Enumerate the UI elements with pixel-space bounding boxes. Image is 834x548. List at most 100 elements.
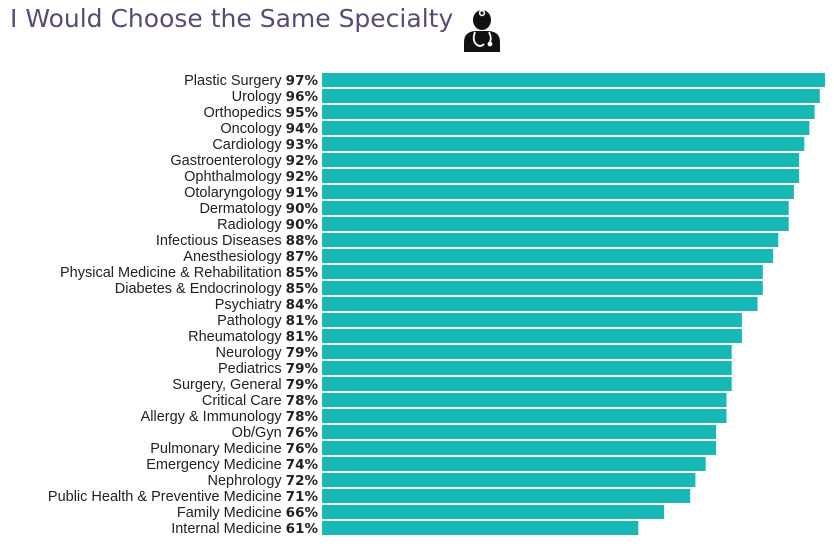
bar-16 <box>322 329 742 343</box>
category-label: Dermatology <box>199 201 285 217</box>
category-label: Nephrology <box>207 473 285 489</box>
category-label: Ophthalmology <box>184 169 286 185</box>
bar-26 <box>322 489 691 503</box>
category-label: Psychiatry <box>215 297 286 313</box>
value-label: 76% <box>286 441 319 457</box>
bar-label-26: Public Health & Preventive Medicine 71% <box>48 489 319 505</box>
category-label: Radiology <box>217 217 286 233</box>
category-label: Plastic Surgery <box>184 73 286 89</box>
bar-0 <box>322 73 825 87</box>
value-label: 79% <box>286 377 319 393</box>
category-label: Pediatrics <box>218 361 286 377</box>
bar-1 <box>322 89 820 103</box>
category-label: Rheumatology <box>188 329 286 345</box>
category-label: Internal Medicine <box>171 521 285 537</box>
bar-14 <box>322 297 758 311</box>
value-label: 91% <box>286 185 319 201</box>
bar-7 <box>322 185 794 199</box>
bar-label-18: Pediatrics 79% <box>218 361 318 377</box>
bar-label-27: Family Medicine 66% <box>177 505 319 521</box>
doctor-icon <box>464 9 500 52</box>
category-label: Surgery, General <box>172 377 285 393</box>
category-label: Otolaryngology <box>184 185 286 201</box>
chart-title: I Would Choose the Same Specialty <box>10 4 454 33</box>
category-label: Public Health & Preventive Medicine <box>48 489 286 505</box>
bar-22 <box>322 425 717 439</box>
category-label: Anesthesiology <box>183 249 285 265</box>
value-label: 76% <box>286 425 319 441</box>
bar-10 <box>322 233 779 247</box>
category-label: Pulmonary Medicine <box>150 441 285 457</box>
category-label: Diabetes & Endocrinology <box>115 281 286 297</box>
bar-label-3: Oncology 94% <box>220 121 318 137</box>
value-label: 92% <box>286 169 319 185</box>
value-label: 78% <box>286 393 319 409</box>
bar-2 <box>322 105 815 119</box>
value-label: 97% <box>286 73 319 89</box>
category-label: Emergency Medicine <box>146 457 285 473</box>
bar-label-22: Ob/Gyn 76% <box>232 425 319 441</box>
bar-label-20: Critical Care 78% <box>202 393 319 409</box>
category-label: Critical Care <box>202 393 286 409</box>
value-label: 85% <box>286 281 319 297</box>
bar-label-12: Physical Medicine & Rehabilitation 85% <box>60 265 318 281</box>
category-label: Cardiology <box>212 137 285 153</box>
category-label: Pathology <box>217 313 286 329</box>
bar-5 <box>322 153 800 167</box>
value-label: 96% <box>286 89 319 105</box>
category-label: Ob/Gyn <box>232 425 286 441</box>
bar-label-2: Orthopedics 95% <box>203 105 318 121</box>
category-label: Neurology <box>216 345 286 361</box>
bar-label-13: Diabetes & Endocrinology 85% <box>115 281 319 297</box>
value-label: 79% <box>286 361 319 377</box>
bar-label-0: Plastic Surgery 97% <box>184 73 318 89</box>
bar-label-28: Internal Medicine 61% <box>171 521 318 537</box>
bar-label-7: Otolaryngology 91% <box>184 185 318 201</box>
category-label: Physical Medicine & Rehabilitation <box>60 265 286 281</box>
bar-label-6: Ophthalmology 92% <box>184 169 318 185</box>
bar-label-19: Surgery, General 79% <box>172 377 318 393</box>
bar-23 <box>322 441 717 455</box>
bar-18 <box>322 361 732 375</box>
value-label: 92% <box>286 153 319 169</box>
bar-21 <box>322 409 727 423</box>
bar-label-25: Nephrology 72% <box>207 473 318 489</box>
category-label: Family Medicine <box>177 505 286 521</box>
bar-9 <box>322 217 789 231</box>
bar-label-21: Allergy & Immunology 78% <box>141 409 319 425</box>
bar-13 <box>322 281 763 295</box>
bar-label-4: Cardiology 93% <box>212 137 318 153</box>
category-label: Allergy & Immunology <box>141 409 286 425</box>
bar-label-11: Anesthesiology 87% <box>183 249 318 265</box>
value-label: 81% <box>286 313 319 329</box>
value-label: 93% <box>286 137 319 153</box>
value-label: 85% <box>286 265 319 281</box>
category-label: Gastroenterology <box>170 153 285 169</box>
bar-label-8: Dermatology 90% <box>199 201 318 217</box>
value-label: 79% <box>286 345 319 361</box>
bar-label-24: Emergency Medicine 74% <box>146 457 318 473</box>
value-label: 94% <box>286 121 319 137</box>
value-label: 90% <box>286 201 319 217</box>
bar-15 <box>322 313 742 327</box>
bar-24 <box>322 457 706 471</box>
bar-label-15: Pathology 81% <box>217 313 318 329</box>
bar-12 <box>322 265 763 279</box>
value-label: 84% <box>286 297 319 313</box>
value-label: 90% <box>286 217 319 233</box>
value-label: 72% <box>286 473 319 489</box>
bar-25 <box>322 473 696 487</box>
value-label: 95% <box>286 105 319 121</box>
category-label: Oncology <box>220 121 285 137</box>
value-label: 71% <box>286 489 319 505</box>
bar-6 <box>322 169 800 183</box>
bar-17 <box>322 345 732 359</box>
value-label: 61% <box>286 521 319 537</box>
bar-label-16: Rheumatology 81% <box>188 329 318 345</box>
bar-label-10: Infectious Diseases 88% <box>156 233 319 249</box>
bar-label-9: Radiology 90% <box>217 217 318 233</box>
bar-19 <box>322 377 732 391</box>
bar-label-17: Neurology 79% <box>216 345 319 361</box>
bar-label-23: Pulmonary Medicine 76% <box>150 441 318 457</box>
